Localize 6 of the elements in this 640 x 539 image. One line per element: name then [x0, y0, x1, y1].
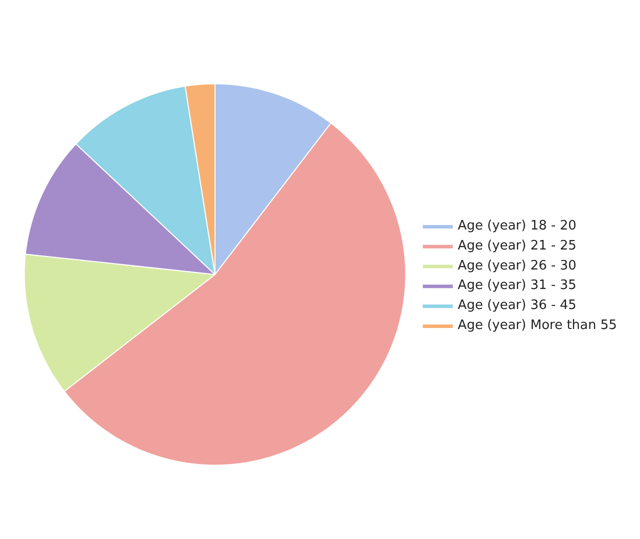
legend-label: Age (year) More than 55 — [458, 318, 617, 334]
legend-label: Age (year) 21 - 25 — [458, 238, 576, 254]
legend-label: Age (year) 31 - 35 — [458, 278, 576, 294]
legend-label: Age (year) 18 - 20 — [458, 218, 576, 234]
legend-label: Age (year) 26 - 30 — [458, 258, 576, 274]
legend-label: Age (year) 36 - 45 — [458, 298, 576, 314]
